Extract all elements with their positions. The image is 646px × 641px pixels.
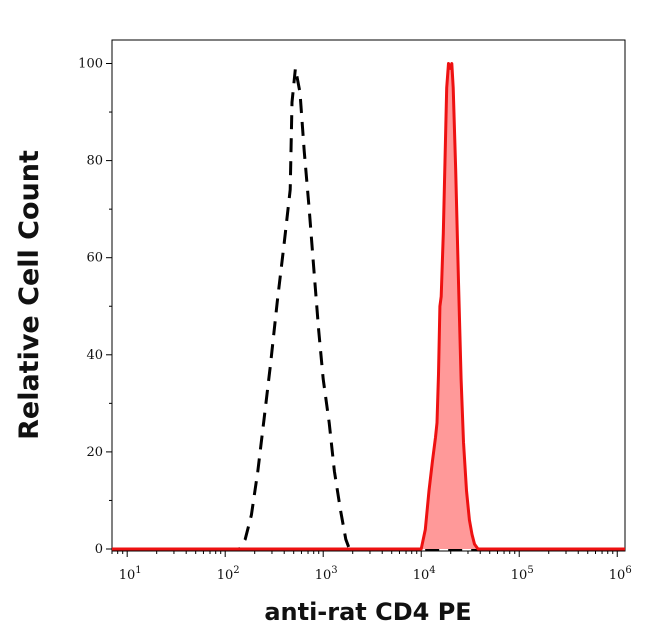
x-axis-title: anti-rat CD4 PE <box>264 598 471 626</box>
x-axis: 101 102 103 104 105 106 <box>111 551 632 583</box>
x-tick-label: 104 <box>413 565 436 583</box>
plot-frame <box>111 39 626 552</box>
y-tick-label: 80 <box>86 154 103 169</box>
series-1-line <box>112 62 625 551</box>
x-tick-label: 102 <box>217 565 240 583</box>
x-tick-label: 103 <box>315 565 338 583</box>
series-0-line <box>112 66 625 551</box>
y-tick-label: 60 <box>86 251 103 266</box>
series-1-area <box>112 63 625 549</box>
series-layer <box>112 62 625 551</box>
y-tick-label: 100 <box>78 57 103 72</box>
y-tick-label: 40 <box>86 348 103 363</box>
y-axis-title: Relative Cell Count <box>14 150 45 440</box>
x-tick-label: 101 <box>119 565 142 583</box>
x-tick-label: 106 <box>609 565 632 583</box>
y-tick-label: 20 <box>86 445 103 460</box>
x-tick-label: 105 <box>511 565 534 583</box>
y-tick-label: 0 <box>95 542 103 557</box>
y-axis: 0 20 40 60 80 100 <box>78 57 112 557</box>
